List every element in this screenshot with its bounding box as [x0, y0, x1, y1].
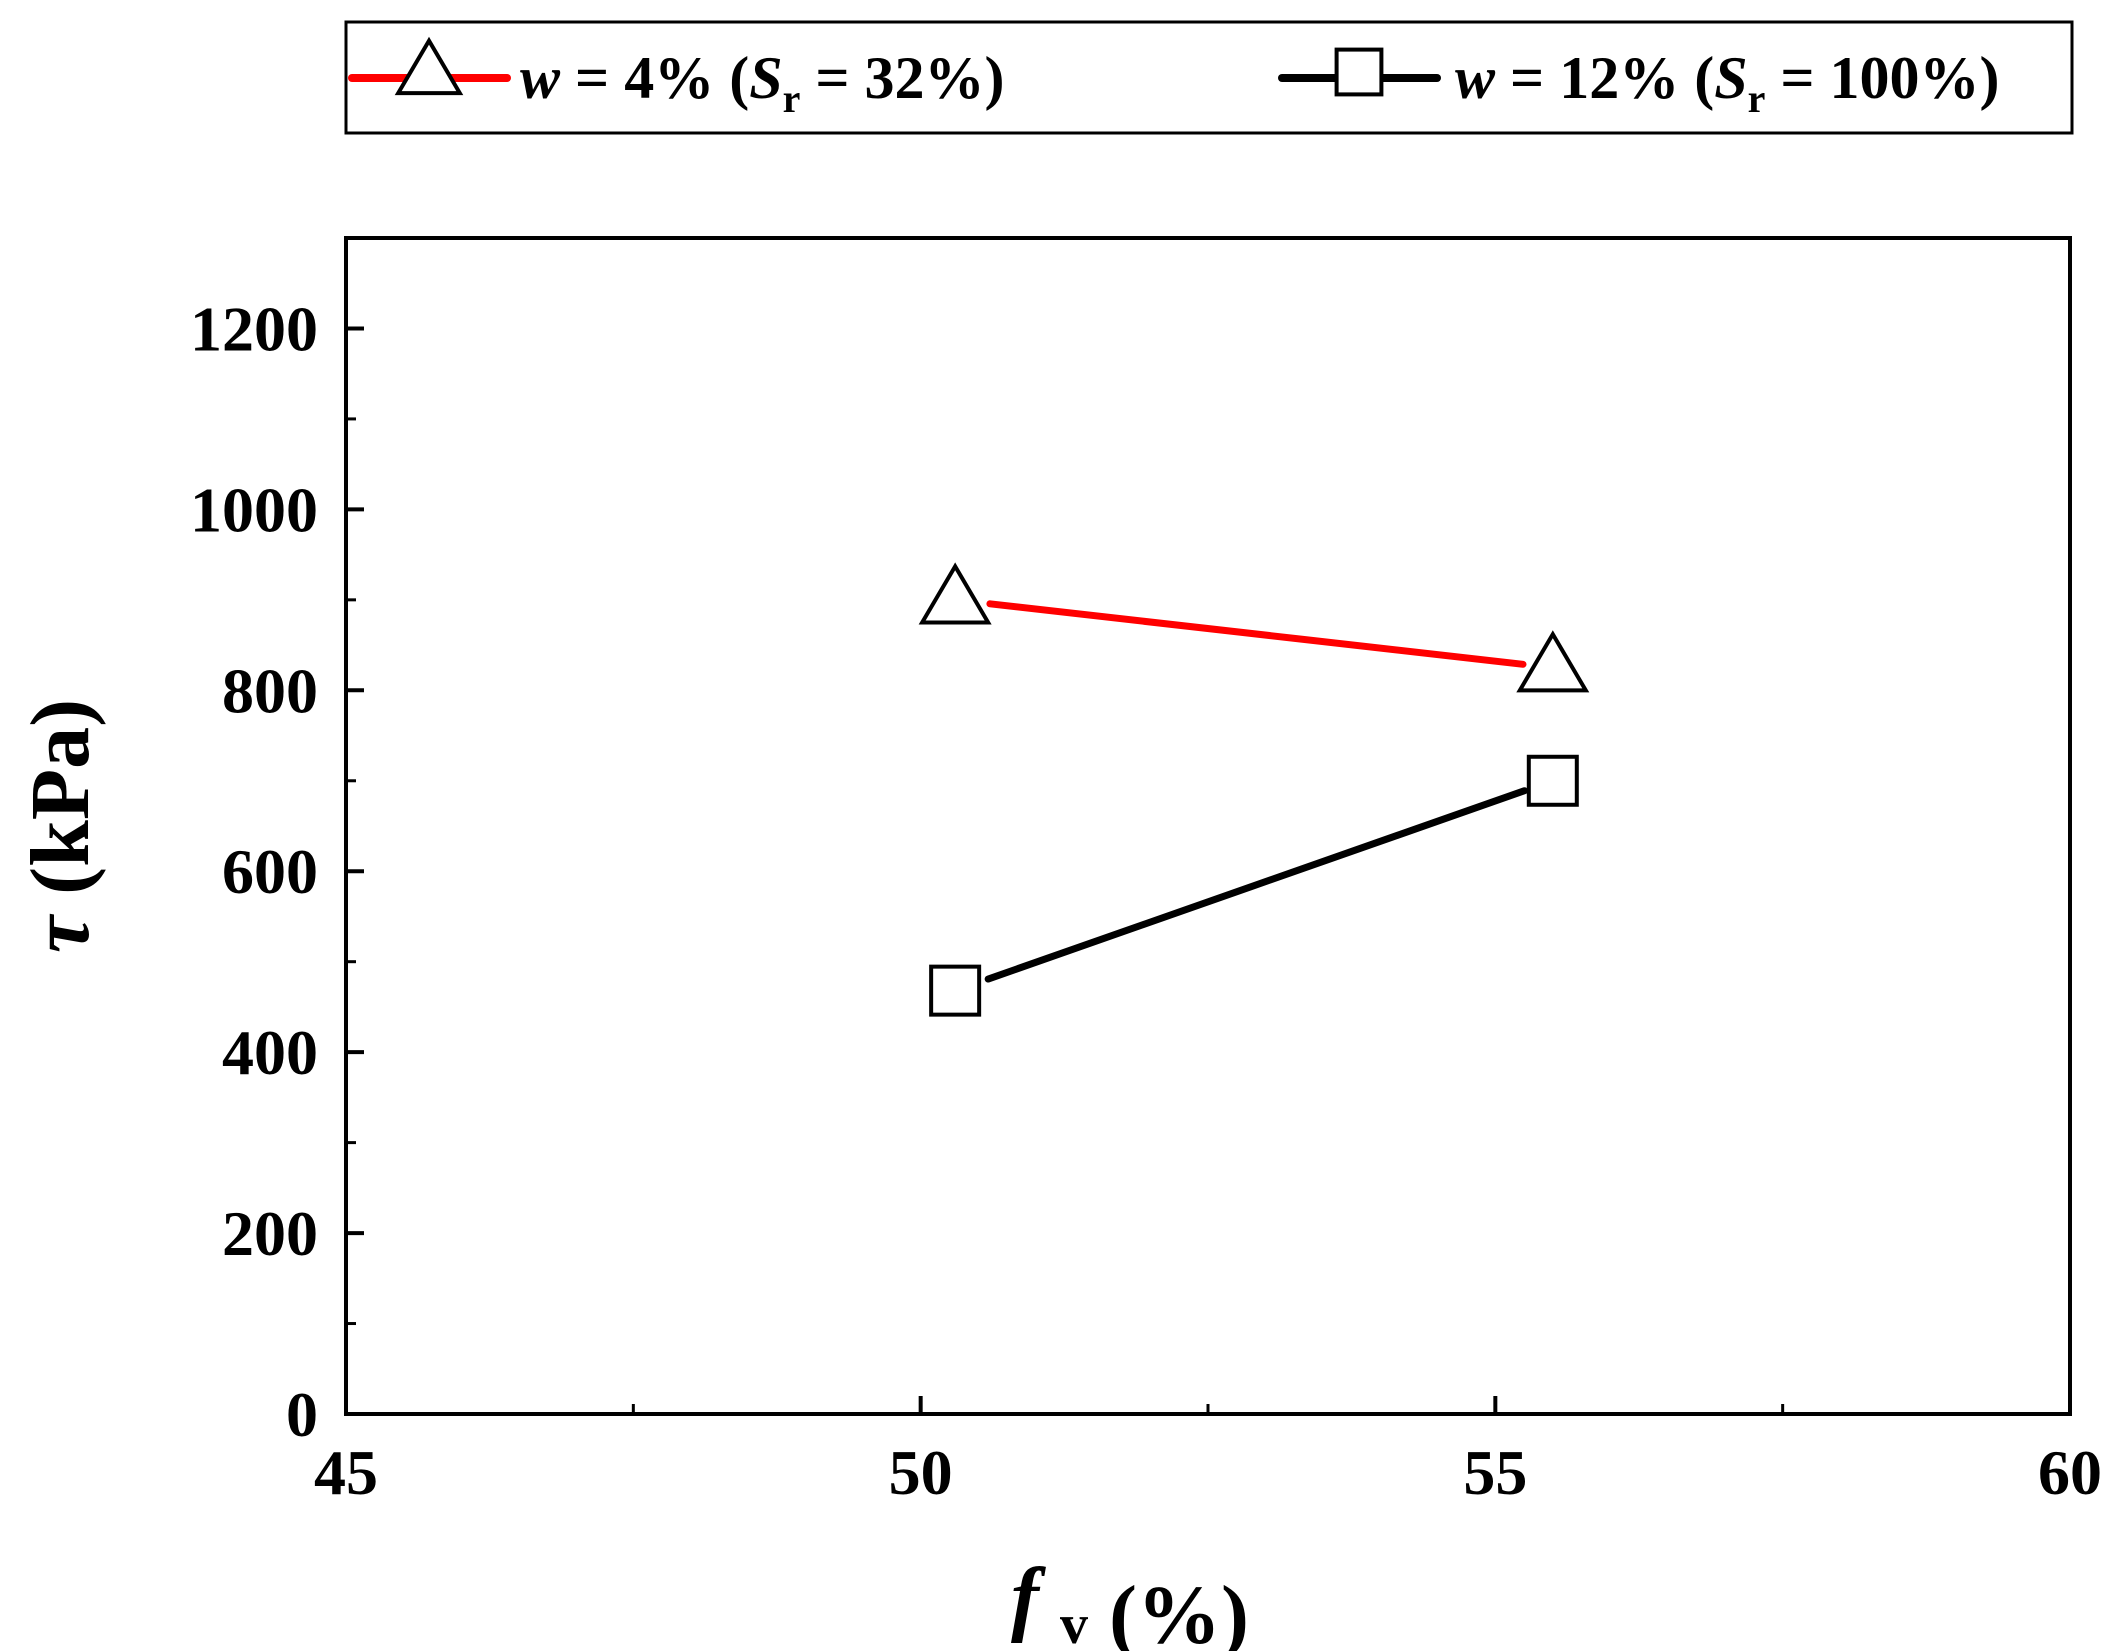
- x-tick-label: 45: [314, 1437, 378, 1508]
- data-point-square: [1526, 754, 1579, 807]
- y-tick-label: 800: [222, 655, 318, 726]
- series-2: [929, 754, 1579, 1017]
- data-point-square: [929, 964, 982, 1017]
- data-point-triangle: [1516, 630, 1590, 693]
- y-tick-label: 600: [222, 836, 318, 907]
- y-tick-label: 0: [286, 1379, 318, 1450]
- y-tick-label: 200: [222, 1198, 318, 1269]
- series-line: [986, 600, 1527, 668]
- series-layer: [918, 562, 1590, 1017]
- y-axis-title: τ (kPa): [14, 699, 107, 953]
- legend-label: w = 12% (Sr = 100%): [1455, 45, 2000, 121]
- x-tick-label: 60: [2038, 1437, 2102, 1508]
- y-tick-label: 1200: [190, 293, 318, 364]
- series-line: [984, 787, 1528, 983]
- x-axis-title: f v (%): [1011, 1551, 1249, 1651]
- legend-item-2: w = 12% (Sr = 100%): [1278, 45, 2000, 121]
- legend-marker-square: [1334, 47, 1384, 97]
- y-axis-unit: (kPa): [14, 699, 107, 895]
- legend-label: w = 4% (Sr = 32%): [520, 45, 1005, 121]
- y-axis-symbol: τ: [14, 913, 107, 953]
- x-axis-subscript: v: [1060, 1594, 1088, 1651]
- legend-item-1: w = 4% (Sr = 32%): [348, 36, 1005, 121]
- plot-frame: [344, 236, 2072, 1416]
- x-axis-symbol: f: [1011, 1551, 1046, 1644]
- svg-text:f v (%): f v (%): [1011, 1551, 1249, 1651]
- x-tick-label: 55: [1463, 1437, 1527, 1508]
- x-tick-label: 50: [889, 1437, 953, 1508]
- series-1: [918, 562, 1590, 693]
- y-tick-label: 1000: [190, 474, 318, 545]
- legend-frame: [344, 20, 2074, 135]
- svg-text:τ (kPa): τ (kPa): [14, 699, 107, 953]
- data-point-triangle: [918, 562, 992, 625]
- legend: w = 4% (Sr = 32%) w = 12% (Sr = 100%): [344, 20, 2074, 135]
- y-tick-label: 400: [222, 1017, 318, 1088]
- legend-marker-triangle: [394, 36, 464, 96]
- x-axis-unit: (%): [1109, 1569, 1249, 1651]
